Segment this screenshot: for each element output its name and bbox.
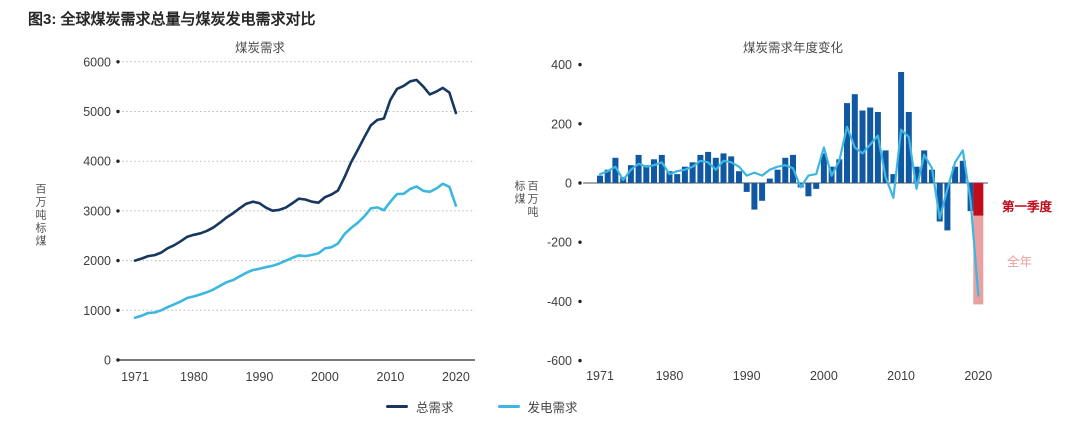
first-quarter-2020-bar — [973, 183, 984, 216]
svg-text:2020: 2020 — [442, 370, 470, 384]
svg-text:3000: 3000 — [83, 204, 111, 218]
annual-change-bars — [597, 72, 974, 231]
svg-text:1980: 1980 — [656, 369, 684, 383]
legend-label: 总需求 — [416, 401, 454, 415]
svg-text:1971: 1971 — [586, 369, 614, 383]
coal-demand-chart-title: 煤炭需求 — [234, 41, 285, 55]
svg-text:2010: 2010 — [377, 370, 405, 384]
coal-demand-chart-canvas: 0 1000 2000 3000 4000 5000 6000 1971 1980 1990 200… — [83, 55, 475, 384]
svg-text:-200: -200 — [547, 236, 572, 250]
legend: 总需求 发电需求 — [386, 397, 578, 416]
svg-text:0: 0 — [565, 177, 572, 191]
svg-text:400: 400 — [551, 58, 572, 72]
annual-change-chart-title: 煤炭需求年度变化 — [742, 41, 843, 55]
svg-text:1980: 1980 — [180, 370, 208, 384]
legend-label: 发电需求 — [527, 401, 578, 415]
total-demand-line — [133, 78, 458, 262]
svg-text:2000: 2000 — [810, 369, 838, 383]
full-year-annotation: 全年 — [1007, 255, 1033, 269]
power-demand-annual-change-line — [598, 125, 980, 297]
full-year-2020-bar — [973, 183, 984, 305]
svg-text:4000: 4000 — [83, 155, 111, 169]
svg-text:1990: 1990 — [246, 370, 274, 384]
legend-item-total-demand: 总需求 — [386, 397, 454, 416]
svg-text:2000: 2000 — [311, 370, 339, 384]
svg-text:2020: 2020 — [964, 369, 992, 383]
svg-text:0: 0 — [104, 354, 111, 368]
svg-text:6000: 6000 — [83, 55, 111, 69]
svg-text:1971: 1971 — [121, 370, 149, 384]
total-demand-line-swatch — [386, 405, 408, 408]
svg-text:200: 200 — [551, 117, 572, 131]
svg-text:-400: -400 — [547, 295, 572, 309]
svg-text:2000: 2000 — [83, 254, 111, 268]
svg-text:5000: 5000 — [83, 105, 111, 119]
figure-title: 图3: 全球煤炭需求总量与煤炭发电需求对比 — [28, 11, 316, 28]
power-demand-line-swatch — [497, 405, 520, 408]
svg-text:1990: 1990 — [733, 369, 761, 383]
first-quarter-annotation: 第一季度 — [1002, 200, 1053, 214]
legend-item-power-demand: 发电需求 — [497, 397, 578, 416]
svg-text:-600: -600 — [547, 354, 572, 368]
coal-demand-y-axis-label: 百万吨标煤 — [34, 183, 46, 248]
svg-text:2010: 2010 — [887, 369, 915, 383]
annual-change-y-axis-label: 百万吨 标煤 — [513, 180, 538, 219]
power-generation-demand-line — [133, 182, 458, 320]
svg-text:1000: 1000 — [83, 304, 111, 318]
